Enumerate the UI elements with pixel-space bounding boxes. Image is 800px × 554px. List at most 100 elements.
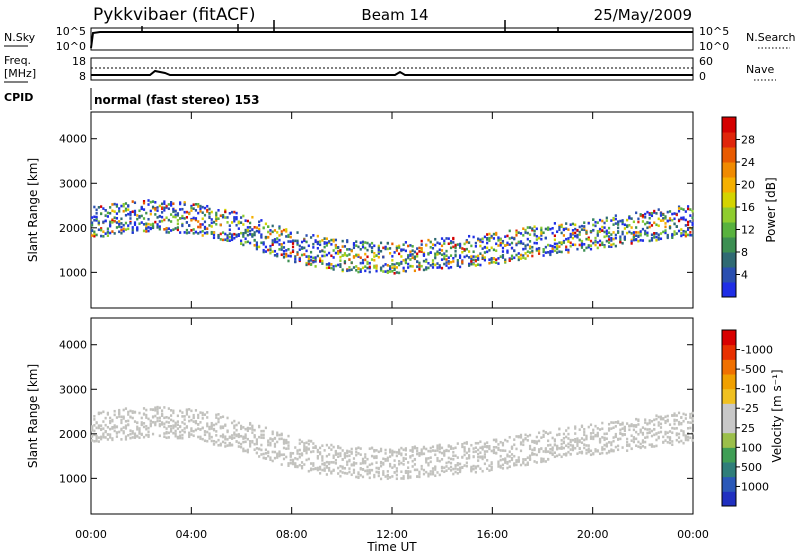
echo-cell	[192, 434, 195, 438]
echo-cell	[691, 431, 694, 435]
echo-cell	[217, 236, 220, 240]
echo-cell	[179, 202, 182, 206]
echo-cell	[481, 240, 484, 244]
echo-cell	[188, 224, 191, 227]
echo-cell	[558, 245, 561, 248]
echo-cell	[427, 462, 430, 465]
echo-cell	[228, 441, 231, 445]
echo-cell	[239, 434, 243, 438]
echo-cell	[449, 445, 453, 448]
echo-cell	[549, 253, 552, 256]
echo-cell	[630, 242, 633, 245]
echo-cell	[556, 242, 559, 246]
echo-cell	[185, 210, 189, 214]
echo-cell	[673, 422, 676, 426]
echo-cell	[325, 473, 328, 476]
echo-cell	[246, 226, 249, 229]
echo-cell	[449, 461, 453, 465]
echo-cell	[151, 200, 155, 203]
echo-cell	[470, 465, 473, 469]
echo-cell	[249, 440, 252, 443]
echo-cell	[192, 216, 195, 220]
echo-cell	[454, 249, 457, 253]
echo-cell	[330, 448, 333, 451]
echo-cell	[668, 423, 672, 427]
echo-cell	[296, 449, 299, 452]
echo-cell	[332, 265, 335, 268]
echo-cell	[641, 433, 645, 436]
echo-cell	[542, 433, 545, 437]
echo-cell	[91, 425, 94, 428]
echo-cell	[296, 457, 299, 461]
echo-cell	[163, 228, 166, 231]
echo-cell	[400, 260, 403, 264]
echo-cell	[510, 257, 514, 261]
echo-cell	[497, 257, 500, 260]
echo-cell	[106, 411, 110, 415]
echo-cell	[104, 436, 107, 439]
echo-cell	[585, 452, 588, 455]
echo-cell	[154, 423, 157, 427]
echo-cell	[244, 449, 247, 453]
echo-cell	[506, 453, 509, 457]
echo-cell	[504, 438, 507, 442]
echo-cell	[339, 454, 342, 458]
echo-cell	[215, 416, 218, 419]
echo-cell	[111, 427, 114, 430]
echo-cell	[278, 248, 281, 251]
echo-cell	[219, 443, 222, 447]
echo-cell	[235, 233, 238, 237]
echo-cell	[124, 209, 128, 212]
echo-cell	[287, 233, 290, 237]
echo-cell	[136, 425, 139, 429]
echo-cell	[673, 212, 676, 215]
echo-cell	[357, 270, 360, 274]
echo-cell	[312, 242, 315, 246]
echo-cell	[544, 450, 547, 454]
date-label: 25/May/2009	[594, 6, 692, 24]
echo-cell	[610, 243, 613, 247]
echo-cell	[346, 460, 349, 464]
echo-cell	[285, 455, 288, 459]
echo-cell	[614, 236, 617, 240]
echo-cell	[436, 251, 439, 255]
echo-cell	[145, 211, 148, 215]
echo-cell	[589, 247, 593, 251]
echo-cell	[264, 426, 268, 430]
echo-cell	[163, 432, 166, 435]
echo-cell	[662, 417, 665, 420]
echo-cell	[648, 421, 651, 425]
echo-cell	[474, 255, 477, 259]
echo-cell	[614, 214, 617, 217]
echo-cell	[458, 466, 462, 470]
echo-cell	[592, 431, 595, 435]
echo-cell	[282, 440, 286, 444]
echo-cell	[391, 449, 394, 453]
echo-cell	[596, 234, 599, 237]
echo-cell	[203, 231, 207, 235]
echo-cell	[357, 267, 360, 270]
echo-cell	[217, 413, 220, 416]
colorbar-segment	[722, 344, 736, 360]
echo-cell	[176, 435, 179, 439]
echo-cell	[124, 407, 128, 410]
echo-cell	[413, 458, 417, 461]
echo-cell	[583, 249, 586, 252]
echo-cell	[458, 256, 462, 259]
echo-cell	[142, 217, 146, 220]
echo-cell	[395, 262, 398, 265]
echo-cell	[224, 445, 227, 448]
echo-cell	[93, 418, 96, 421]
echo-cell	[176, 213, 179, 217]
echo-cell	[267, 439, 270, 443]
echo-cell	[549, 431, 552, 434]
echo-cell	[504, 244, 507, 247]
echo-cell	[330, 461, 333, 464]
echo-cell	[359, 453, 362, 456]
echo-cell	[535, 453, 538, 457]
echo-cell	[242, 232, 245, 235]
echo-cell	[258, 229, 261, 232]
echo-cell	[680, 234, 683, 238]
echo-cell	[431, 246, 435, 250]
echo-cell	[348, 253, 351, 256]
